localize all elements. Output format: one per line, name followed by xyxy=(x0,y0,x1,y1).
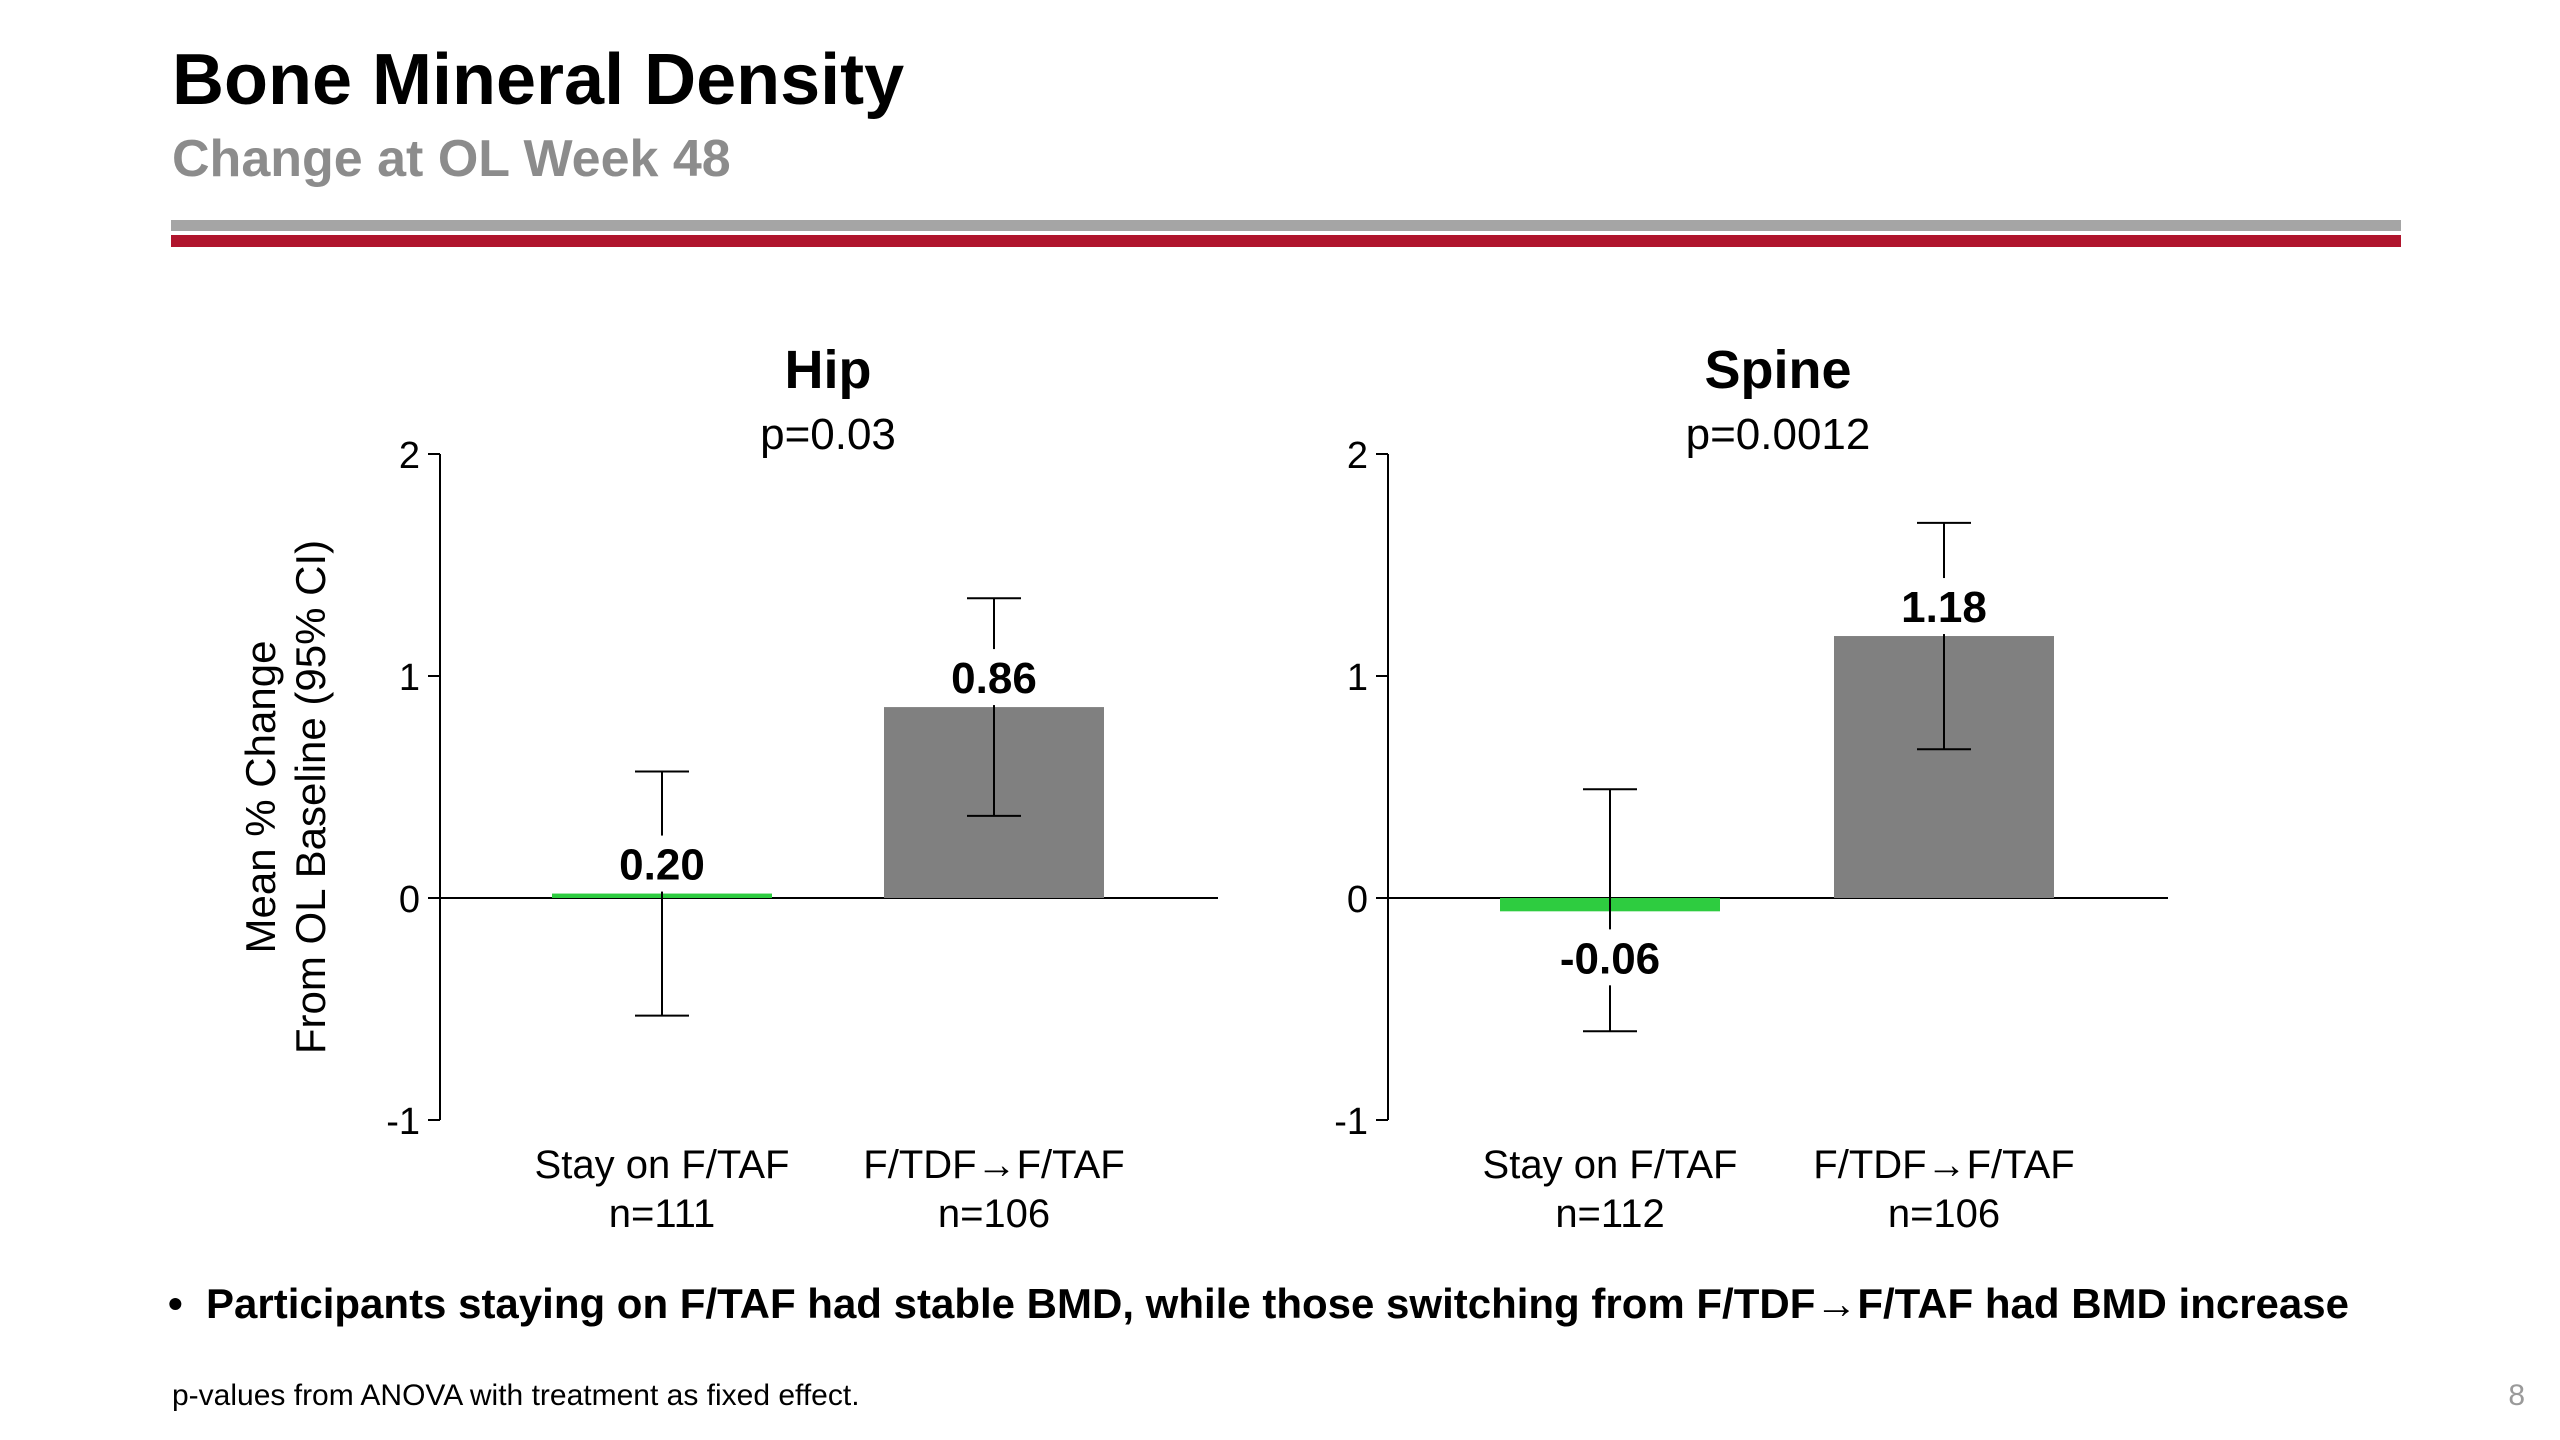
y-tick-label: -1 xyxy=(1334,1101,1368,1143)
header-rule-gray xyxy=(171,220,2401,231)
data-label: -0.06 xyxy=(1560,934,1660,983)
x-category-label: F/TDF→F/TAF xyxy=(1813,1143,2074,1187)
x-category-n: n=111 xyxy=(609,1192,715,1236)
slide-subtitle: Change at OL Week 48 xyxy=(172,130,731,188)
x-category-n: n=106 xyxy=(1888,1192,2000,1236)
key-finding-bullet: • Participants staying on F/TAF had stabl… xyxy=(168,1283,2349,1325)
data-label: 1.18 xyxy=(1901,583,1987,632)
data-label: 0.86 xyxy=(951,654,1037,703)
page-number: 8 xyxy=(2508,1379,2525,1412)
x-category-n: n=106 xyxy=(938,1192,1050,1236)
header-rule-red xyxy=(171,235,2401,247)
y-tick-label: 1 xyxy=(1347,657,1368,699)
p-value-label: p=0.03 xyxy=(760,410,896,459)
y-axis-label: Mean % Change xyxy=(237,641,284,954)
y-tick-label: 2 xyxy=(399,435,420,477)
y-tick-label: 2 xyxy=(1347,435,1368,477)
chart-title: Spine xyxy=(1704,340,1851,400)
data-label: 0.20 xyxy=(619,841,705,890)
x-category-label: Stay on F/TAF xyxy=(1483,1143,1738,1187)
y-tick-label: 0 xyxy=(399,879,420,921)
y-tick-label: -1 xyxy=(386,1101,420,1143)
chart-panel-hip: Hip p=0.03 -1 0 1 2 Mean % Change From OL Basel… xyxy=(237,340,1218,1236)
slide-title: Bone Mineral Density xyxy=(172,40,905,120)
chart-panel-spine: Spine p=0.0012 -1 0 1 2 -0.06 Stay on F/TAF n=11… xyxy=(1334,340,2168,1236)
x-category-label: F/TDF→F/TAF xyxy=(863,1143,1124,1187)
x-category-label: Stay on F/TAF xyxy=(535,1143,790,1187)
bullet-marker: • xyxy=(168,1280,183,1327)
y-tick-label: 0 xyxy=(1347,879,1368,921)
y-axis-label: From OL Baseline (95% CI) xyxy=(287,540,334,1054)
x-category-n: n=112 xyxy=(1555,1192,1664,1236)
chart-title: Hip xyxy=(785,340,872,400)
p-value-label: p=0.0012 xyxy=(1686,410,1871,459)
footnote: p-values from ANOVA with treatment as fi… xyxy=(172,1379,860,1412)
y-tick-label: 1 xyxy=(399,657,420,699)
bullet-text: Participants staying on F/TAF had stable… xyxy=(206,1280,2349,1327)
